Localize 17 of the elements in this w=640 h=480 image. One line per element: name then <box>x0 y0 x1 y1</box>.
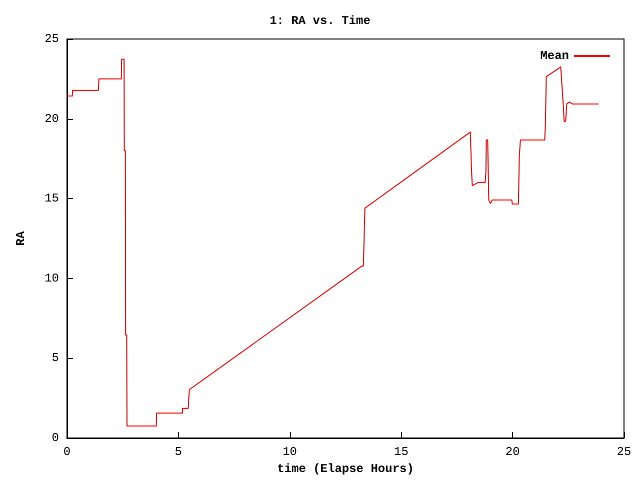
x-axis-title: time (Elapse Hours) <box>277 462 414 476</box>
x-tick-label: 5 <box>174 445 182 459</box>
y-tick-label: 0 <box>52 431 59 445</box>
x-tick-label: 15 <box>394 445 408 459</box>
line-series <box>66 58 600 427</box>
y-tick-label: 25 <box>44 32 59 46</box>
x-tick-label: 20 <box>505 445 520 459</box>
legend-label: Mean <box>540 49 569 63</box>
y-tick-label: 10 <box>44 271 59 286</box>
x-tick-label: 0 <box>63 445 71 459</box>
x-tick-label: 25 <box>616 445 632 459</box>
chart-title: 1: RA vs. Time <box>270 14 370 28</box>
x-tick-label: 10 <box>282 445 298 459</box>
y-tick-label: 15 <box>44 192 59 206</box>
y-tick-label: 5 <box>52 351 59 366</box>
y-axis-title: RA <box>14 230 28 246</box>
y-tick-label: 20 <box>44 112 59 126</box>
